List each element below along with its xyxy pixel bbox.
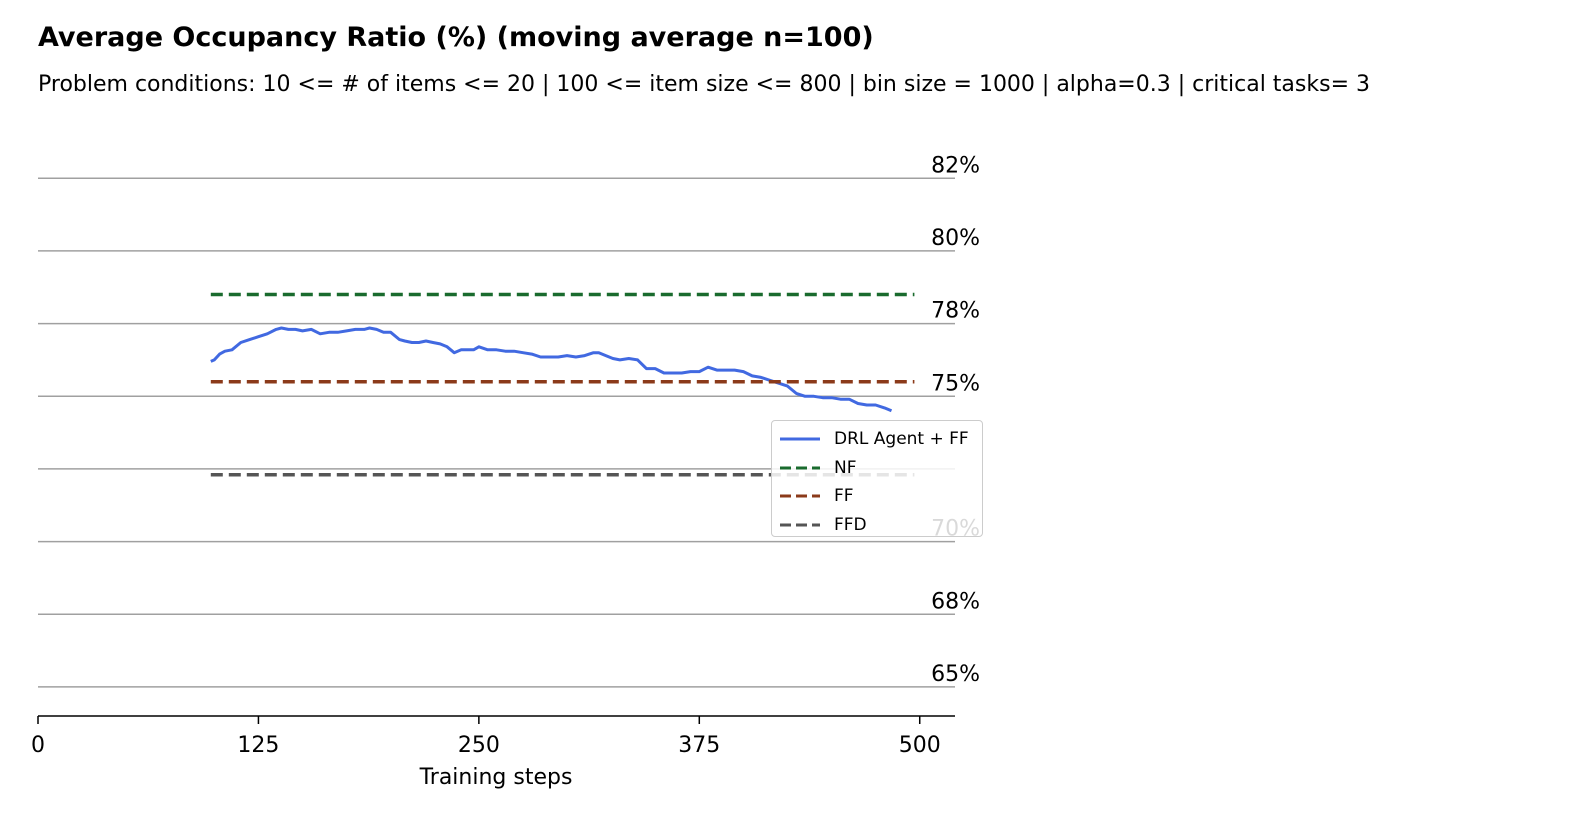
legend-item-drl-agent-ff: DRL Agent + FF [772,425,982,454]
legend-swatch-nf [780,466,820,470]
legend: DRL Agent + FF NF FF FFD [771,420,983,537]
y-tick-label: 65% [931,662,980,687]
legend-item-ffd: FFD [772,511,982,540]
legend-swatch-drl-agent-ff [780,437,820,441]
y-tick-label: 80% [931,226,980,251]
x-tick-label: 125 [237,733,279,758]
y-tick-label: 78% [931,299,980,324]
legend-item-ff: FF [772,482,982,511]
legend-swatch-ff [780,494,820,498]
x-tick-label: 375 [678,733,720,758]
x-axis-label: Training steps [419,765,573,790]
x-tick-label: 500 [899,733,941,758]
y-tick-labels: 65%68%70%75%78%80%82% [931,153,980,687]
x-tick-label: 0 [31,733,45,758]
y-tick-label: 75% [931,371,980,396]
x-tick-label: 250 [458,733,500,758]
y-tick-label: 82% [931,153,980,178]
legend-label: NF [834,457,857,478]
series-line-drl-agent-ff [210,326,893,413]
legend-label: DRL Agent + FF [834,429,969,450]
x-axis: 0 125 250 375 500 [31,715,955,758]
chart-title: Average Occupancy Ratio (%) (moving aver… [38,22,874,53]
legend-label: FF [834,486,854,507]
legend-swatch-ffd [780,523,820,527]
chart-subtitle: Problem conditions: 10 <= # of items <= … [38,72,1370,97]
y-tick-label: 68% [931,589,980,614]
legend-label: FFD [834,514,867,535]
legend-item-nf: NF [772,454,982,483]
